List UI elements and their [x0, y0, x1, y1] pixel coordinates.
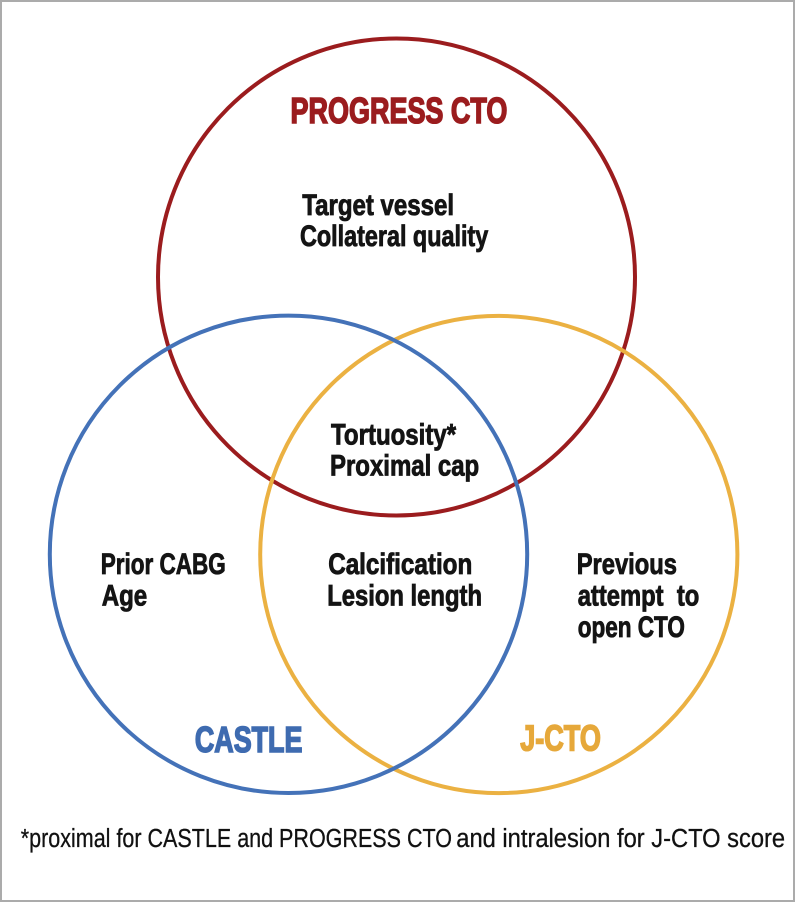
svg-text:open CTO: open CTO: [578, 612, 685, 644]
svg-text:J-CTO: J-CTO: [520, 718, 601, 759]
svg-text:Prior CABG: Prior CABG: [101, 549, 226, 581]
svg-text:Proximal cap: Proximal cap: [330, 451, 479, 483]
svg-text:CASTLE: CASTLE: [195, 719, 303, 760]
svg-text:Age: Age: [102, 581, 148, 613]
svg-text:Previous: Previous: [577, 549, 677, 581]
svg-text:attempt to: attempt to: [578, 580, 700, 612]
svg-text:Tortuosity*: Tortuosity*: [331, 419, 457, 451]
svg-text:and intralesion for J-CTO scor: and intralesion for J-CTO score: [456, 823, 785, 853]
svg-text:Collateral quality: Collateral quality: [300, 221, 489, 253]
svg-text:*proximal for CASTLE and PROGR: *proximal for CASTLE and PROGRESS CTO: [21, 823, 452, 853]
svg-text:Lesion length: Lesion length: [327, 580, 482, 612]
svg-text:Calcification: Calcification: [328, 549, 472, 581]
svg-text:PROGRESS CTO: PROGRESS CTO: [291, 90, 508, 131]
svg-text:Target vessel: Target vessel: [302, 190, 454, 222]
